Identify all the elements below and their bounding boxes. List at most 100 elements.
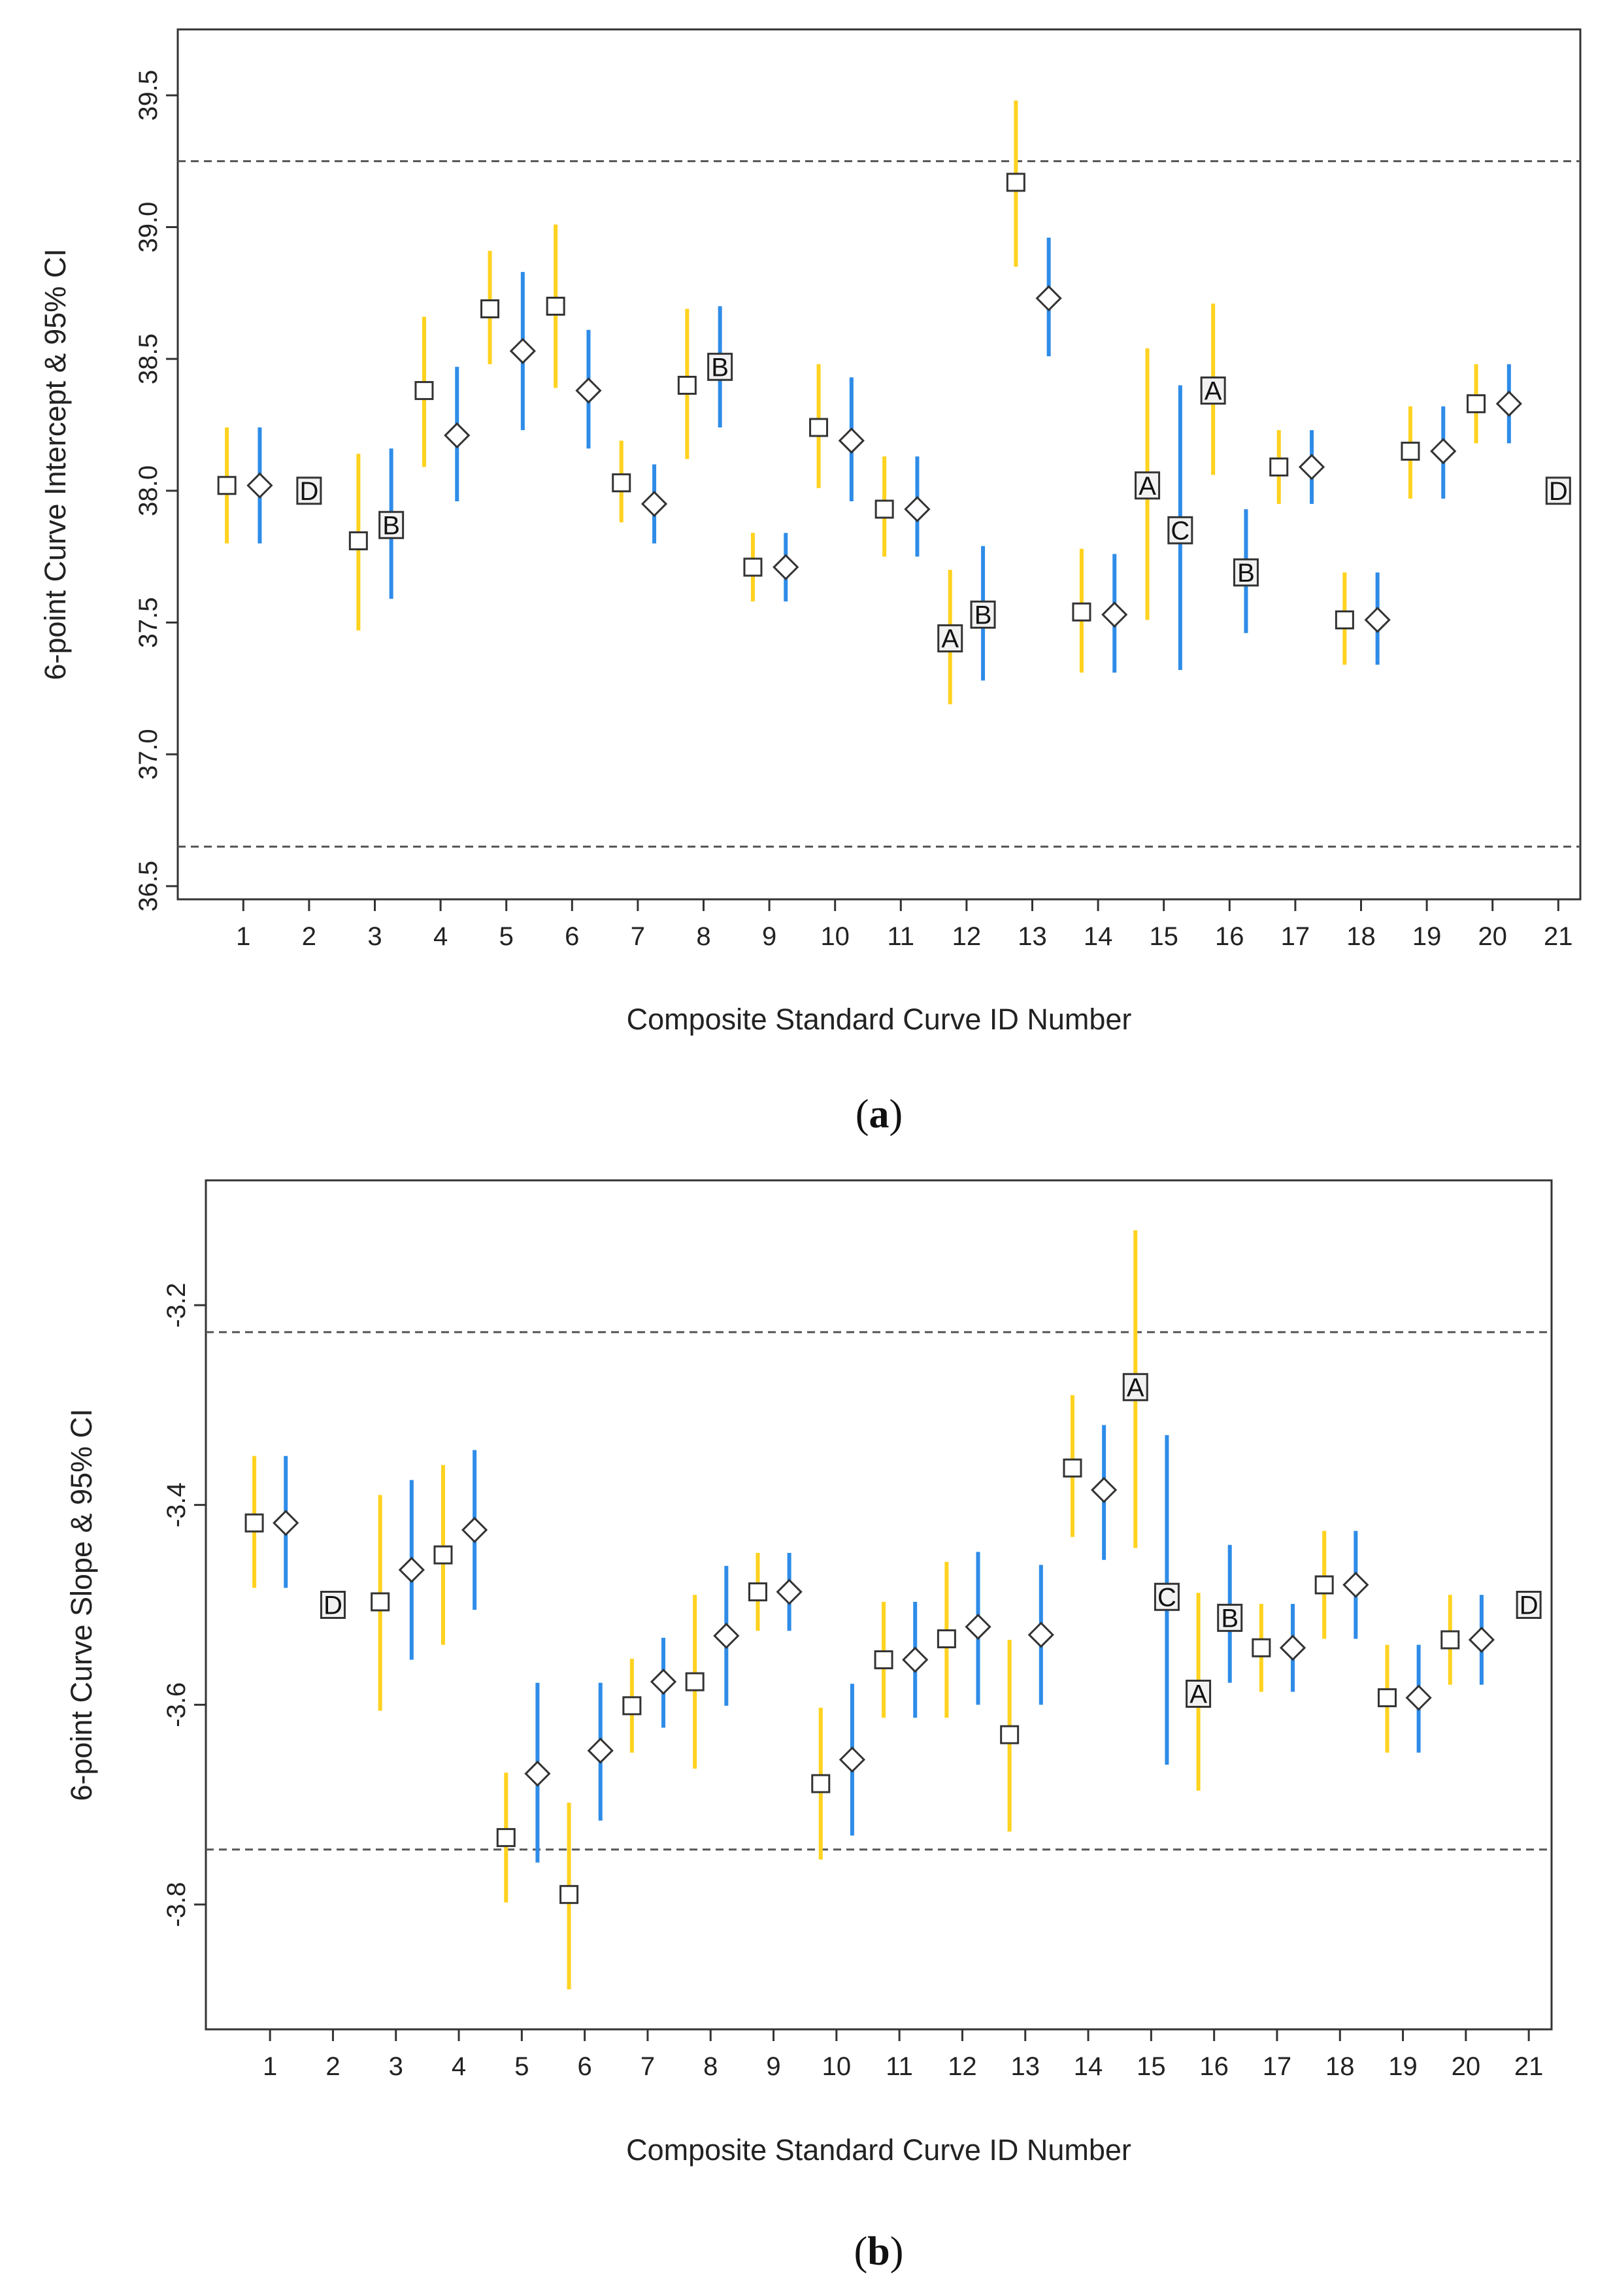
diamond-point-a-19: [838, 427, 865, 454]
x-tick-label-b: 13: [1011, 2052, 1040, 2081]
diamond-point-b-21: [902, 1646, 929, 1673]
x-tick-label-a: 3: [367, 922, 382, 951]
letter-point-a-5: B: [382, 511, 400, 540]
diamond-point-b-35: [1342, 1571, 1369, 1599]
panel-letter-b: b: [867, 2229, 890, 2274]
square-point-b-4: [371, 1592, 390, 1612]
x-tick-label-b: 3: [389, 2052, 403, 2081]
x-tick-label-a: 11: [888, 922, 915, 951]
diamond-point-b-39: [1468, 1626, 1495, 1654]
diamond-point-b-19: [839, 1746, 866, 1773]
letter-box-a-15: [707, 352, 733, 381]
letter-point-a-28: A: [1139, 472, 1156, 501]
square-point-a-8: [480, 299, 500, 319]
square-point-b-1: [244, 1513, 264, 1533]
letter-point-a-29: C: [1171, 516, 1189, 545]
x-tick-label-b: 4: [452, 2052, 466, 2081]
letter-point-b-29: C: [1157, 1583, 1176, 1612]
x-axis-label-a: Composite Standard Curve ID Number: [627, 1003, 1132, 1036]
x-tick-label-a: 13: [1018, 922, 1047, 951]
x-tick-label-b: 7: [640, 2052, 655, 2081]
x-tick-label-b: 2: [325, 2052, 340, 2081]
diamond-point-a-33: [1298, 454, 1325, 480]
square-point-b-36: [1377, 1688, 1397, 1708]
diamond-point-a-7: [444, 422, 471, 449]
diamond-point-a-25: [1035, 285, 1062, 312]
square-point-a-4: [348, 531, 368, 550]
x-tick-label-b: 11: [886, 2052, 913, 2081]
letter-box-a-22: [937, 624, 963, 653]
square-point-a-10: [546, 297, 565, 316]
x-tick-label-b: 15: [1137, 2052, 1166, 2081]
y-tick-label-a: 38.5: [134, 333, 163, 384]
y-axis-label-a: 6-point Curve Intercept & 95% CI: [39, 248, 72, 680]
square-point-b-8: [496, 1828, 516, 1848]
letter-box-b-28: [1122, 1373, 1148, 1401]
x-tick-label-b: 14: [1074, 2052, 1103, 2081]
y-tick-label-a: 37.0: [134, 729, 163, 780]
square-point-a-32: [1269, 458, 1289, 477]
x-tick-label-a: 21: [1544, 922, 1573, 951]
x-tick-label-a: 18: [1346, 922, 1376, 951]
diamond-point-b-33: [1279, 1635, 1306, 1661]
square-point-b-38: [1440, 1630, 1460, 1650]
y-tick-label-b: -3.2: [162, 1283, 191, 1328]
square-point-a-24: [1006, 173, 1025, 192]
diamond-point-a-37: [1430, 438, 1457, 465]
x-tick-label-b: 16: [1199, 2052, 1229, 2081]
diamond-point-a-27: [1101, 601, 1128, 628]
diamond-point-b-23: [965, 1613, 991, 1640]
diamond-point-b-11: [587, 1737, 614, 1764]
diamond-point-b-9: [524, 1760, 551, 1787]
panel-label-a: (a): [856, 1092, 903, 1137]
x-tick-label-b: 9: [766, 2052, 780, 2081]
letter-box-a-30: [1200, 376, 1226, 405]
x-tick-label-a: 20: [1478, 922, 1507, 951]
diamond-point-a-35: [1364, 607, 1391, 633]
square-point-b-32: [1252, 1638, 1271, 1657]
square-point-b-26: [1063, 1458, 1082, 1478]
x-tick-label-b: 21: [1514, 2052, 1544, 2081]
x-tick-label-a: 9: [762, 922, 776, 951]
x-tick-label-a: 7: [631, 922, 645, 951]
x-axis-a: 1 2 3 4 5 6 7 8 9 10 11 12 13 14 15 16 17 18 19 20 21: [236, 899, 1573, 951]
x-axis-b: 1 2 3 4 5 6 7 8 9 10 11 12 13 14 15 16 17 18 19 20 21: [263, 2029, 1543, 2081]
square-point-b-16: [748, 1582, 767, 1602]
x-tick-label-b: 12: [948, 2052, 977, 2081]
y-tick-label-b: -3.6: [162, 1682, 191, 1727]
diamond-point-b-13: [650, 1669, 677, 1695]
x-tick-label-a: 8: [696, 922, 710, 951]
x-tick-label-a: 1: [236, 922, 250, 951]
x-tick-label-a: 12: [952, 922, 982, 951]
letter-point-a-22: A: [941, 625, 959, 654]
diamond-point-b-25: [1027, 1622, 1054, 1648]
x-tick-label-a: 6: [565, 922, 579, 951]
x-tick-label-b: 20: [1452, 2052, 1481, 2081]
square-point-a-16: [743, 557, 763, 577]
letter-point-a-40: D: [1549, 477, 1568, 506]
diamond-point-a-9: [509, 337, 536, 365]
diamond-point-b-7: [461, 1516, 488, 1544]
letter-box-b-3: [320, 1591, 346, 1619]
y-tick-label-a: 39.0: [134, 202, 163, 253]
diamond-point-b-27: [1091, 1476, 1118, 1503]
letter-point-b-30: A: [1189, 1680, 1207, 1709]
plot-frame-a: [176, 28, 1582, 901]
letter-box-a-5: [378, 510, 405, 539]
diamond-point-a-39: [1495, 390, 1522, 417]
square-point-a-14: [677, 376, 697, 395]
letter-box-a-31: [1233, 558, 1259, 587]
panel-a: 36.537.037.538.038.539.039.5 1 2 3 4 5 6 7 8 9 10…: [39, 28, 1582, 1137]
letter-point-b-40: D: [1520, 1591, 1538, 1620]
x-tick-label-a: 17: [1281, 922, 1310, 951]
panel-letter-a: a: [869, 1092, 890, 1137]
square-point-a-1: [217, 476, 237, 495]
x-tick-label-a: 2: [302, 922, 316, 951]
square-point-a-38: [1467, 394, 1486, 414]
square-point-b-6: [433, 1545, 453, 1565]
square-point-a-20: [874, 499, 894, 519]
square-point-a-12: [612, 473, 631, 493]
letter-point-a-3: D: [299, 477, 318, 506]
letter-box-b-29: [1154, 1582, 1180, 1611]
